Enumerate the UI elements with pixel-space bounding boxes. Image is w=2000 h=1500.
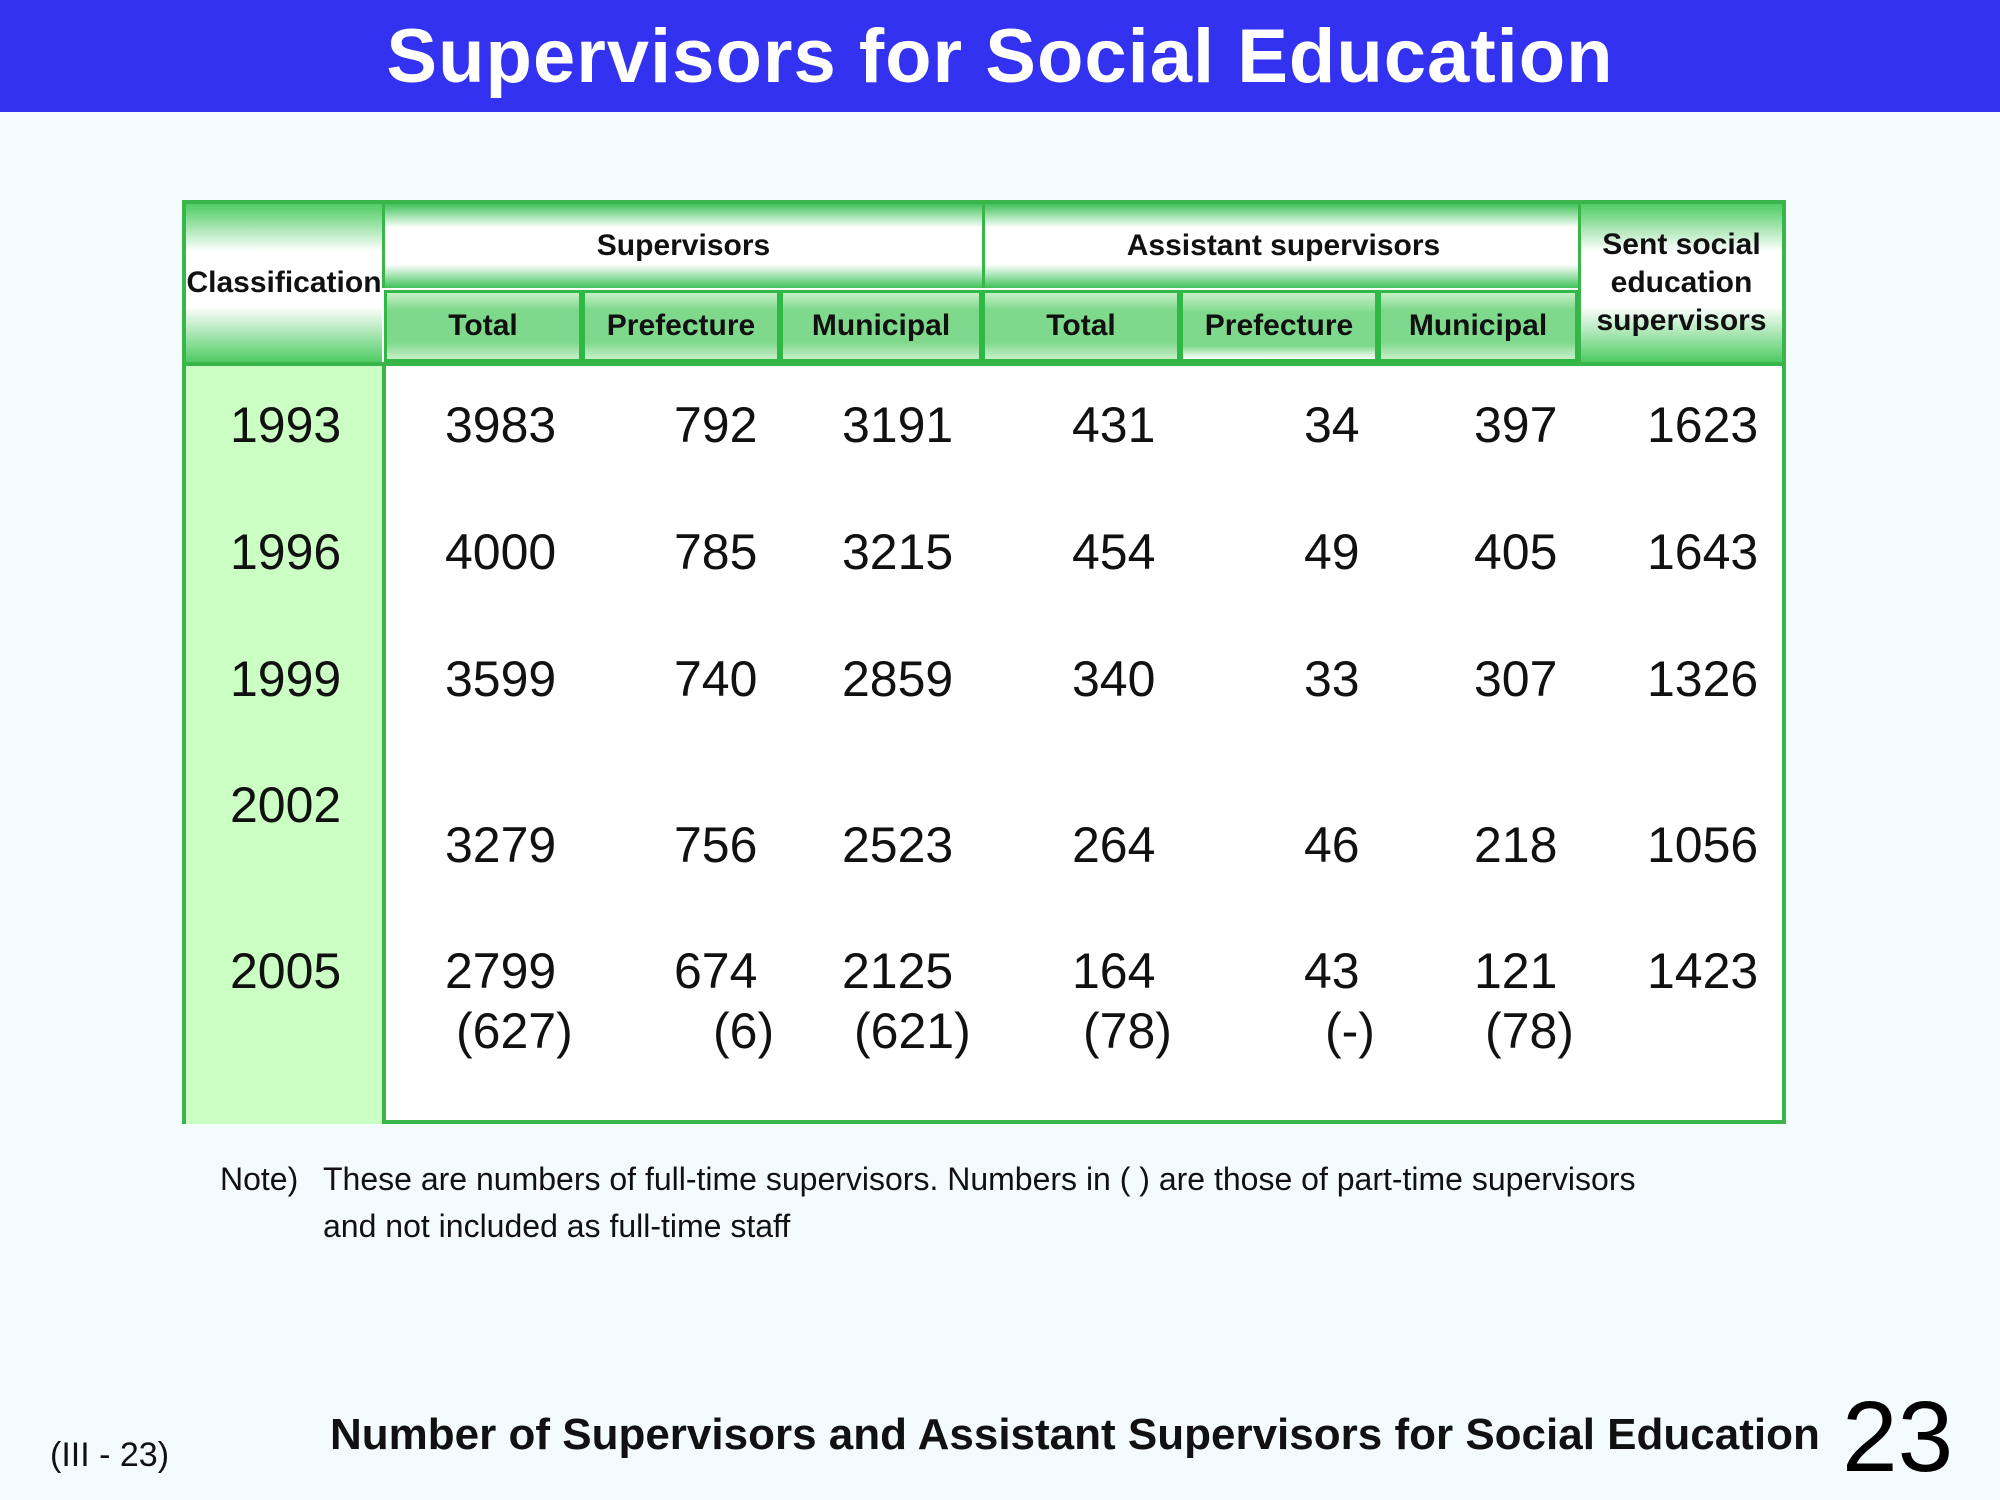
cell-2005-asst-total-parttime: (78) [1083,1003,1172,1059]
cell-2002-sup-prefecture: 756 [674,817,758,873]
cell-1999-sup-total: 3599 [445,651,557,707]
header-group-supervisors-label: Supervisors [596,229,771,262]
cell-1999-sup-municipal: 2859 [842,651,954,707]
year-2005: 2005 [230,943,342,999]
header-asst-total-label: Total [1046,309,1116,342]
cell-2005-sup-total: 2799 [445,943,557,999]
cell-1999-asst-municipal: 307 [1474,651,1558,707]
note-prefix: Note) [220,1161,299,1197]
cell-2002-sent: 1056 [1647,817,1759,873]
cell-2005-asst-total: 164 [1072,943,1156,999]
cell-2005-asst-prefecture: 43 [1304,943,1360,999]
header-group-supervisors: Supervisors [382,204,982,288]
cell-2002-asst-municipal: 218 [1474,817,1558,873]
cell-2005-asst-municipal: 121 [1474,943,1558,999]
header-group-assistant: Assistant supervisors [982,204,1582,288]
note-line-2: and not included as full-time staff [323,1208,791,1244]
header-sup-municipal: Municipal [780,290,982,362]
cell-1993-asst-prefecture: 34 [1304,397,1360,453]
footer-title: Number of Supervisors and Assistant Supe… [330,1410,1820,1459]
year-2002: 2002 [230,777,342,833]
cell-1993-sup-total: 3983 [445,397,557,453]
cell-1996-asst-municipal: 405 [1474,524,1558,580]
header-asst-municipal: Municipal [1378,290,1578,362]
header-asst-prefecture-label: Prefecture [1204,309,1354,342]
cell-1993-sup-municipal: 3191 [842,397,954,453]
cell-1993-sup-prefecture: 792 [674,397,758,453]
cell-2005-asst-municipal-parttime: (78) [1485,1003,1574,1059]
slide-reference: (III - 23) [50,1436,170,1474]
cell-2002-asst-prefecture: 46 [1304,817,1360,873]
header-asst-prefecture: Prefecture [1180,290,1378,362]
header-sup-total-label: Total [448,309,518,342]
cell-2002-asst-total: 264 [1072,817,1156,873]
year-column [186,362,386,1124]
cell-2005-sup-municipal: 2125 [842,943,954,999]
header-sup-municipal-label: Municipal [811,309,951,342]
note-line-1: These are numbers of full-time superviso… [323,1161,1636,1197]
cell-1999-asst-prefecture: 33 [1304,651,1360,707]
cell-2002-sup-total: 3279 [445,817,557,873]
cell-1996-sup-total: 4000 [445,524,557,580]
header-classification-label: Classification [186,266,382,299]
cell-1996-sup-municipal: 3215 [842,524,954,580]
year-1996: 1996 [230,524,342,580]
year-1993: 1993 [230,397,342,453]
header-sent: Sent social education supervisors [1578,204,1782,362]
cell-2005-sup-prefecture-parttime: (6) [713,1003,775,1059]
cell-1996-sup-prefecture: 785 [674,524,758,580]
table-body [386,362,1782,1124]
header-sup-prefecture: Prefecture [582,290,780,362]
cell-2005-sup-municipal-parttime: (621) [854,1003,971,1059]
cell-1993-asst-total: 431 [1072,397,1156,453]
title-bar: Supervisors for Social Education [0,0,2000,112]
cell-1996-sent: 1643 [1647,524,1759,580]
cell-1999-sent: 1326 [1647,651,1759,707]
cell-1993-asst-municipal: 397 [1474,397,1558,453]
cell-1996-asst-prefecture: 49 [1304,524,1360,580]
cell-1999-sup-prefecture: 740 [674,651,758,707]
page-number: 23 [1842,1381,1954,1493]
cell-2005-asst-prefecture-parttime: (-) [1325,1003,1375,1059]
cell-1999-asst-total: 340 [1072,651,1156,707]
header-classification: Classification [186,204,382,362]
cell-2002-sup-municipal: 2523 [842,817,954,873]
cell-2005-sent: 1423 [1647,943,1759,999]
year-1999: 1999 [230,651,342,707]
cell-1996-asst-total: 454 [1072,524,1156,580]
header-group-assistant-label: Assistant supervisors [1126,229,1441,262]
data-table: Classification Supervisors Assistant sup… [182,200,1786,1124]
page-title: Supervisors for Social Education [386,13,1614,99]
cell-1993-sent: 1623 [1647,397,1759,453]
header-sup-prefecture-label: Prefecture [606,309,756,342]
header-sent-label: Sent social education supervisors [1596,228,1767,337]
header-sup-total: Total [384,290,582,362]
header-asst-total: Total [982,290,1180,362]
cell-2005-sup-prefecture: 674 [674,943,758,999]
header-asst-municipal-label: Municipal [1408,309,1548,342]
cell-2005-sup-total-parttime: (627) [456,1003,573,1059]
